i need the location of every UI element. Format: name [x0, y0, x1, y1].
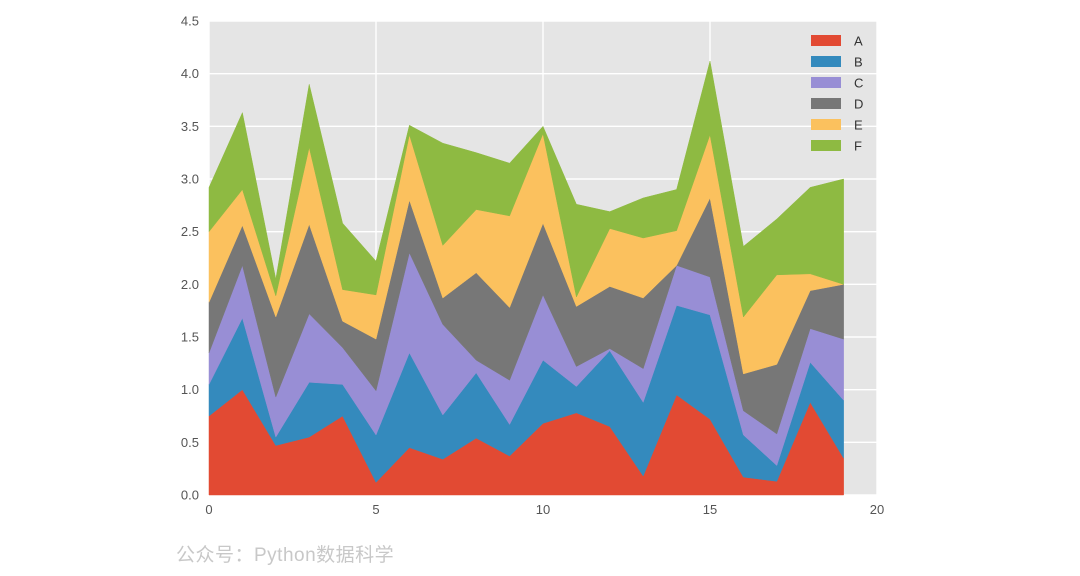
y-axis-ticks: 0.0 0.5 1.0 1.5 2.0 2.5 3.0 3.5 4.0 4.5	[181, 14, 199, 503]
y-tick-label: 4.0	[181, 66, 199, 81]
x-tick-label: 20	[870, 502, 884, 517]
x-tick-label: 5	[372, 502, 379, 517]
y-tick-label: 1.5	[181, 330, 199, 345]
y-tick-label: 3.0	[181, 172, 199, 187]
y-tick-label: 0.5	[181, 435, 199, 450]
legend-swatch-d	[811, 98, 841, 109]
legend-label-d: D	[854, 97, 863, 112]
y-tick-label: 1.0	[181, 382, 199, 397]
y-tick-label: 3.5	[181, 119, 199, 134]
legend-swatch-b	[811, 56, 841, 67]
legend-swatch-c	[811, 77, 841, 88]
x-tick-label: 15	[703, 502, 717, 517]
legend-label-a: A	[854, 34, 863, 49]
legend-label-b: B	[854, 55, 863, 70]
y-tick-label: 0.0	[181, 488, 199, 503]
watermark-text: 公众号：Python数据科学	[176, 545, 395, 566]
y-tick-label: 4.5	[181, 14, 199, 29]
legend-label-c: C	[854, 76, 863, 91]
legend-label-f: F	[854, 139, 862, 154]
legend-swatch-e	[811, 119, 841, 130]
x-tick-label: 0	[205, 502, 212, 517]
y-tick-label: 2.5	[181, 224, 199, 239]
area-series	[208, 60, 844, 496]
x-tick-label: 10	[536, 502, 550, 517]
y-tick-label: 2.0	[181, 277, 199, 292]
legend-swatch-a	[811, 35, 841, 46]
legend-swatch-f	[811, 140, 841, 151]
legend-label-e: E	[854, 118, 863, 133]
x-axis-ticks: 0 5 10 15 20	[205, 502, 884, 517]
area-series-f	[208, 60, 844, 318]
